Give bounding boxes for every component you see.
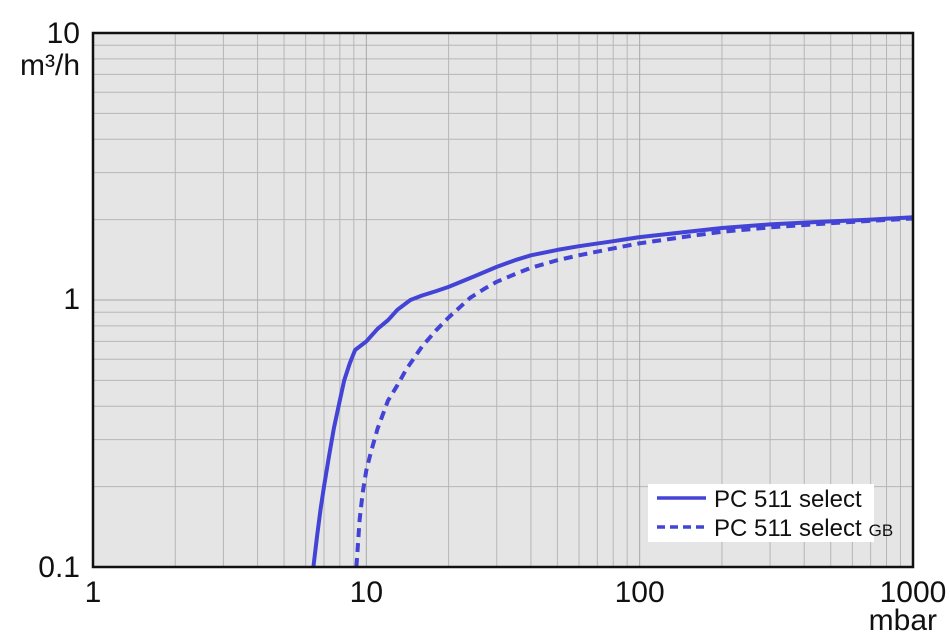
y-axis-unit: m³/h (20, 49, 80, 82)
data-curves (311, 215, 914, 568)
curve-gb (354, 216, 914, 568)
y-tick-label: 1 (63, 283, 80, 316)
legend-box (648, 484, 874, 542)
x-tick-label: 10 (350, 576, 383, 609)
legend-label-suffix: GB (869, 521, 894, 540)
plot-frame (91, 31, 915, 569)
legend-item: PC 511 select (657, 486, 862, 513)
x-tick-label: 1 (85, 576, 102, 609)
x-tick-label: 100 (615, 576, 665, 609)
x-axis-unit: mbar (869, 604, 937, 635)
legend-label: PC 511 select (714, 486, 862, 513)
x-tick-label: 1000 (880, 576, 947, 609)
y-tick-label: 0.1 (38, 551, 80, 584)
curve-main (311, 215, 914, 568)
y-tick-label: 10 (47, 17, 80, 50)
